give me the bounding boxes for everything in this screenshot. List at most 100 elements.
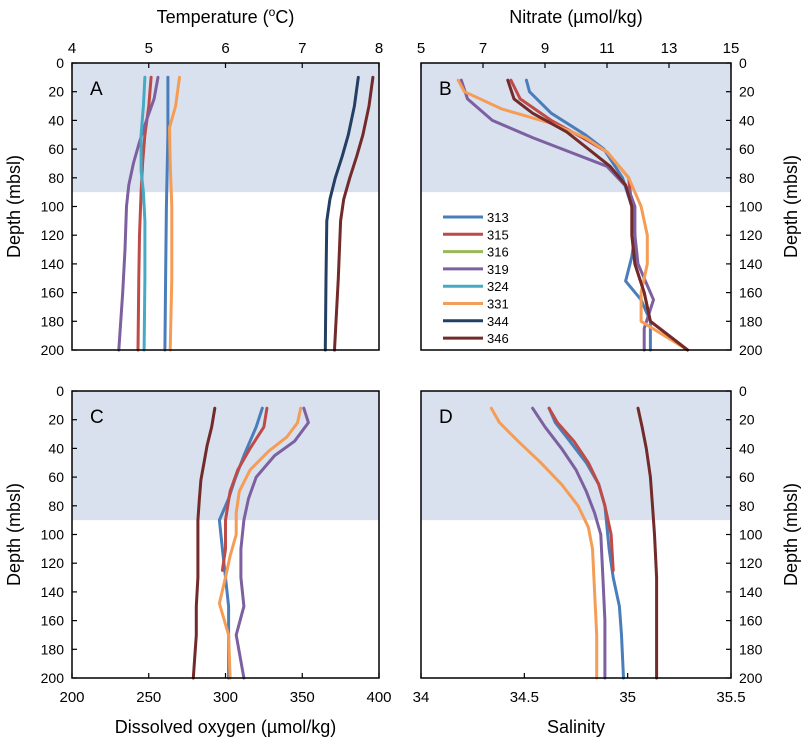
y-tick-label: 100 xyxy=(739,199,763,215)
x-tick-label: 350 xyxy=(290,689,315,706)
panel-a: A 4 5 6 7 8 Temperature (oC) 0 20 40 60 80 100 120 140… xyxy=(4,5,383,358)
mixed-layer-shade xyxy=(72,391,379,521)
y-tick-label: 160 xyxy=(739,613,763,629)
y-tick-label: 200 xyxy=(41,670,65,686)
y-axis-title: Depth (mbsl) xyxy=(781,483,801,586)
legend-label-344: 344 xyxy=(487,314,509,329)
legend-label-316: 316 xyxy=(487,245,509,260)
legend-label-324: 324 xyxy=(487,279,509,294)
x-tick-label: 34.5 xyxy=(510,689,539,706)
series-line-319 xyxy=(117,75,160,352)
y-axis-title: Depth (mbsl) xyxy=(4,483,24,586)
series-line-346 xyxy=(506,78,690,352)
panel-letter: D xyxy=(439,407,453,428)
y-tick-label: 40 xyxy=(739,112,755,128)
x-tick-label: 250 xyxy=(136,689,161,706)
series-line-319 xyxy=(459,78,655,352)
x-tick-label: 8 xyxy=(375,40,383,57)
y-tick-label: 180 xyxy=(41,313,65,329)
y-tick-label: 200 xyxy=(739,342,763,358)
series-line-313 xyxy=(163,75,170,352)
y-tick-label: 180 xyxy=(41,641,65,657)
y-tick-label: 0 xyxy=(56,383,64,399)
series-line-315 xyxy=(220,406,269,572)
y-tick-label: 120 xyxy=(41,227,65,243)
y-tick-label: 100 xyxy=(739,527,763,543)
y-tick-label: 60 xyxy=(48,141,64,157)
y-tick-label: 20 xyxy=(48,412,64,428)
legend-label-319: 319 xyxy=(487,262,509,277)
series-line-324 xyxy=(139,75,147,352)
mixed-layer-shade xyxy=(72,63,379,193)
y-tick-label: 60 xyxy=(739,469,755,485)
x-tick-label: 13 xyxy=(661,40,678,57)
y-tick-label: 140 xyxy=(739,584,763,600)
x-tick-label: 5 xyxy=(145,40,153,57)
series-line-331 xyxy=(217,406,303,680)
panel-d: D 34 34.5 35 35.5 Salinity 0 20 40 60 80 100 120 140 1… xyxy=(413,383,801,737)
y-tick-label: 40 xyxy=(48,112,64,128)
x-axis-title: Dissolved oxygen (µmol/kg) xyxy=(115,717,336,737)
y-tick-label: 40 xyxy=(739,440,755,456)
series-line-346 xyxy=(636,406,659,680)
panel-b: B 5 7 9 11 13 15 Nitrate (µmol/kg) 0 20 40 60 80 100 1… xyxy=(417,7,801,358)
x-tick-label: 200 xyxy=(59,689,84,706)
y-tick-label: 200 xyxy=(41,342,65,358)
y-tick-label: 140 xyxy=(41,584,65,600)
x-axis-title: Nitrate (µmol/kg) xyxy=(509,7,642,27)
y-tick-label: 160 xyxy=(41,285,65,301)
legend-label-331: 331 xyxy=(487,297,509,312)
series-line-319 xyxy=(531,406,607,680)
y-tick-label: 80 xyxy=(48,170,64,186)
y-tick-label: 40 xyxy=(48,440,64,456)
series-line-331 xyxy=(456,78,690,352)
x-tick-label: 9 xyxy=(541,40,549,57)
x-tick-label: 34 xyxy=(413,689,430,706)
y-tick-label: 200 xyxy=(739,670,763,686)
y-tick-label: 20 xyxy=(48,84,64,100)
y-tick-label: 20 xyxy=(739,84,755,100)
x-tick-label: 4 xyxy=(68,40,76,57)
y-tick-label: 140 xyxy=(739,256,763,272)
y-tick-label: 60 xyxy=(48,469,64,485)
y-tick-label: 160 xyxy=(41,613,65,629)
y-tick-label: 60 xyxy=(739,141,755,157)
y-tick-label: 100 xyxy=(41,527,65,543)
x-tick-label: 7 xyxy=(298,40,306,57)
series-line-344 xyxy=(323,75,360,352)
x-tick-label: 300 xyxy=(213,689,238,706)
x-axis-title: Salinity xyxy=(547,717,605,737)
x-tick-label: 35.5 xyxy=(716,689,745,706)
x-tick-label: 400 xyxy=(366,689,391,706)
x-tick-label: 5 xyxy=(417,40,425,57)
y-tick-label: 0 xyxy=(56,55,64,71)
x-tick-label: 15 xyxy=(723,40,740,57)
x-tick-label: 6 xyxy=(221,40,229,57)
y-tick-label: 80 xyxy=(739,170,755,186)
series-line-313 xyxy=(217,406,264,680)
y-tick-label: 80 xyxy=(739,498,755,514)
x-tick-label: 35 xyxy=(619,689,636,706)
y-tick-label: 0 xyxy=(739,383,747,399)
legend-label-346: 346 xyxy=(487,331,509,346)
legend: 313 315 316 319 324 331 344 346 xyxy=(443,210,509,346)
panel-letter: C xyxy=(90,407,104,428)
panel-letter: B xyxy=(439,79,452,100)
panels-group: A 4 5 6 7 8 Temperature (oC) 0 20 40 60 80 100 120 140… xyxy=(4,5,801,737)
series-line-331 xyxy=(168,75,181,352)
y-tick-label: 140 xyxy=(41,256,65,272)
x-axis-title: Temperature (oC) xyxy=(157,5,295,27)
series-line-315 xyxy=(547,406,615,572)
y-tick-label: 160 xyxy=(739,285,763,301)
series-line-319 xyxy=(234,406,310,680)
y-axis-title: Depth (mbsl) xyxy=(4,155,24,258)
y-tick-label: 0 xyxy=(739,55,747,71)
x-axis-title-sup: o xyxy=(269,5,276,19)
x-tick-label: 11 xyxy=(599,40,615,57)
legend-label-315: 315 xyxy=(487,227,509,242)
y-tick-label: 120 xyxy=(739,227,763,243)
x-tick-label: 7 xyxy=(479,40,487,57)
y-tick-label: 80 xyxy=(48,498,64,514)
